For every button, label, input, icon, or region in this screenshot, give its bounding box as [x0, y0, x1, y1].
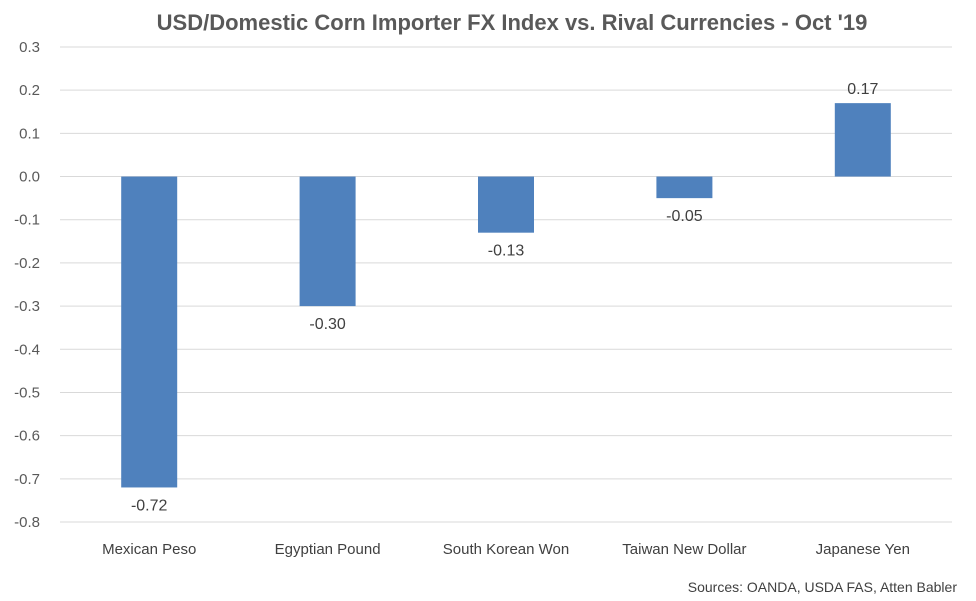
- category-label: Taiwan New Dollar: [622, 541, 746, 558]
- source-note: Sources: OANDA, USDA FAS, Atten Babler: [688, 579, 958, 595]
- bar: [299, 176, 356, 307]
- category-label: Japanese Yen: [816, 541, 910, 558]
- y-tick-label: -0.8: [14, 514, 40, 531]
- y-tick-label: -0.5: [14, 384, 40, 401]
- y-tick-label: 0.2: [19, 82, 40, 99]
- data-label: -0.72: [131, 497, 168, 514]
- gridlines: [60, 46, 952, 523]
- chart-title: USD/Domestic Corn Importer FX Index vs. …: [157, 10, 868, 35]
- bar: [121, 176, 178, 488]
- data-label: -0.13: [488, 243, 525, 260]
- y-tick-label: -0.4: [14, 341, 40, 358]
- data-labels: -0.72 -0.30 -0.13 -0.05 0.17: [131, 81, 879, 514]
- x-axis-categories: Mexican Peso Egyptian Pound South Korean W…: [102, 541, 910, 558]
- data-label: 0.17: [847, 81, 878, 98]
- category-label: Egyptian Pound: [275, 541, 381, 558]
- category-label: Mexican Peso: [102, 541, 196, 558]
- data-label: -0.05: [666, 208, 703, 225]
- bar: [478, 176, 534, 233]
- y-tick-label: -0.7: [14, 471, 40, 488]
- data-label: -0.30: [309, 316, 346, 333]
- bars: [121, 103, 891, 488]
- y-tick-label: 0.3: [19, 39, 40, 56]
- y-tick-label: -0.1: [14, 212, 40, 229]
- y-tick-label: -0.6: [14, 428, 40, 445]
- y-tick-label: 0.1: [19, 125, 40, 142]
- bar: [834, 103, 891, 177]
- category-label: South Korean Won: [443, 541, 569, 558]
- bar: [656, 176, 713, 199]
- y-tick-label: -0.2: [14, 255, 40, 272]
- y-tick-label: 0.0: [19, 169, 40, 186]
- y-axis-ticks: 0.3 0.2 0.1 0.0 -0.1 -0.2 -0.3 -0.4 -0.5 -0.6 -0.7…: [14, 39, 40, 531]
- y-tick-label: -0.3: [14, 298, 40, 315]
